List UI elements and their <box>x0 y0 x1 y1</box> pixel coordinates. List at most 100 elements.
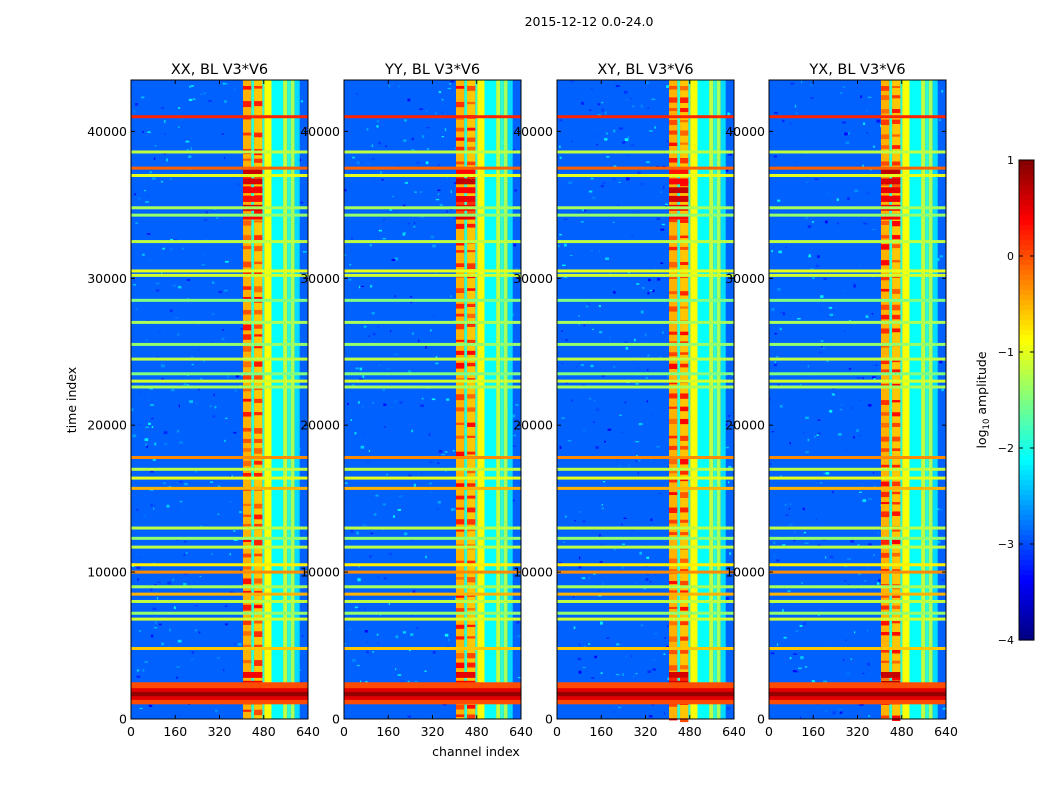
colorbar-segment <box>1019 560 1034 566</box>
rfi-row-22 <box>769 536 946 540</box>
rfi-row-31 <box>557 646 734 650</box>
rfi-row-29 <box>557 611 734 615</box>
rfi-band-9 <box>716 80 721 719</box>
colorbar-segment <box>1019 405 1034 411</box>
colorbar-segment <box>1019 470 1034 476</box>
colorbar-segment <box>1019 580 1034 586</box>
colorbar-segment <box>1019 180 1034 186</box>
rfi-row-4 <box>131 173 308 177</box>
rfi-row-19 <box>769 476 946 480</box>
rfi-row-11 <box>131 320 308 324</box>
y-tick-label: 30000 <box>300 271 340 286</box>
hot-spot-2 <box>669 671 689 678</box>
x-tick-label: 160 <box>589 724 613 739</box>
colorbar-segment <box>1019 440 1034 446</box>
rfi-row-21 <box>769 526 946 530</box>
x-tick-label: 640 <box>296 724 320 739</box>
panel-xx: XX, BL V3*V6 0 160 320 480 640 0 10000 20000 3000… <box>87 62 320 739</box>
rfi-row-28 <box>769 599 946 603</box>
colorbar-frame <box>1018 159 1035 641</box>
colorbar-segment <box>1019 480 1034 486</box>
colorbar-tick-label: −2 <box>998 442 1014 455</box>
rfi-row-17 <box>131 456 308 460</box>
rfi-row-21 <box>557 526 734 530</box>
colorbar-segment <box>1019 475 1034 481</box>
rfi-row-15 <box>557 379 734 383</box>
colorbar-segment <box>1019 520 1034 526</box>
panel-title: YY, BL V3*V6 <box>384 62 480 78</box>
rfi-row-18 <box>769 467 946 471</box>
colorbar-segment <box>1019 400 1034 406</box>
rfi-row-13 <box>131 357 308 361</box>
rfi-row-14 <box>769 372 946 376</box>
rfi-row-6 <box>769 213 946 217</box>
colorbar-segment <box>1019 190 1034 196</box>
colorbar-segment <box>1019 215 1034 221</box>
x-tick-label: 160 <box>801 724 825 739</box>
rfi-row-27 <box>131 592 308 596</box>
x-tick-label: 640 <box>934 724 958 739</box>
colorbar: 1 0 −1 −2 −3 −4 <box>998 154 1035 647</box>
rfi-row-30 <box>344 617 521 621</box>
rfi-band-8 <box>925 80 929 719</box>
colorbar-segment <box>1019 445 1034 451</box>
rfi-row-15 <box>769 379 946 383</box>
hot-spot-1 <box>456 196 476 202</box>
colorbar-segment <box>1019 315 1034 321</box>
x-tick-label: 160 <box>376 724 400 739</box>
colorbar-segment <box>1019 295 1034 301</box>
x-tick-label: 480 <box>890 724 914 739</box>
rfi-row-23 <box>557 545 734 549</box>
rfi-row-7 <box>769 240 946 244</box>
colorbar-segment <box>1019 505 1034 511</box>
rfi-band-10 <box>294 80 300 719</box>
rfi-row-4 <box>769 173 946 177</box>
rfi-band-9 <box>503 80 508 719</box>
y-tick-label: 0 <box>332 712 340 727</box>
colorbar-label-sub: 10 <box>982 419 992 430</box>
rfi-row-19 <box>131 476 308 480</box>
colorbar-segment <box>1019 225 1034 231</box>
colorbar-segment <box>1019 420 1034 426</box>
colorbar-segment <box>1019 310 1034 316</box>
rfi-row-20 <box>557 486 734 490</box>
colorbar-label-log: log <box>974 429 989 448</box>
colorbar-segment <box>1019 565 1034 571</box>
rfi-band-5 <box>690 80 698 719</box>
rfi-row-10 <box>557 298 734 302</box>
rfi-row-13 <box>769 357 946 361</box>
burst-core <box>557 691 734 697</box>
rfi-row-7 <box>557 240 734 244</box>
colorbar-segment <box>1019 500 1034 506</box>
hot-spot-1 <box>243 178 263 185</box>
colorbar-segment <box>1019 335 1034 341</box>
y-axis-label: time index <box>64 367 79 433</box>
colorbar-segment <box>1019 635 1034 641</box>
colorbar-segment <box>1019 340 1034 346</box>
panel-yx: YX, BL V3*V6 0 160 320 480 640 0 10000 20000 3000… <box>725 62 958 739</box>
rfi-row-2 <box>769 150 946 154</box>
rfi-band-6 <box>271 80 284 719</box>
rfi-row-17 <box>557 456 734 460</box>
rfi-row-24 <box>769 563 946 567</box>
x-tick-label: 640 <box>722 724 746 739</box>
colorbar-segment <box>1019 490 1034 496</box>
hot-spot-1 <box>881 196 901 202</box>
colorbar-segment <box>1019 165 1034 171</box>
colorbar-segment <box>1019 455 1034 461</box>
colorbar-segment <box>1019 380 1034 386</box>
rfi-row-12 <box>769 342 946 346</box>
rfi-row-5 <box>769 206 946 210</box>
rfi-band-10 <box>720 80 726 719</box>
colorbar-segment <box>1019 630 1034 636</box>
colorbar-segment <box>1019 435 1034 441</box>
rfi-row-12 <box>557 342 734 346</box>
y-tick-label: 30000 <box>513 271 553 286</box>
hot-spot-1 <box>881 187 901 194</box>
rfi-row-22 <box>557 536 734 540</box>
panel-yy: YY, BL V3*V6 0 160 320 480 640 0 10000 20000 3000… <box>300 62 533 739</box>
rfi-row-25 <box>131 570 308 574</box>
burst-core <box>344 691 521 697</box>
x-tick-label: 0 <box>340 724 348 739</box>
colorbar-segment <box>1019 570 1034 576</box>
